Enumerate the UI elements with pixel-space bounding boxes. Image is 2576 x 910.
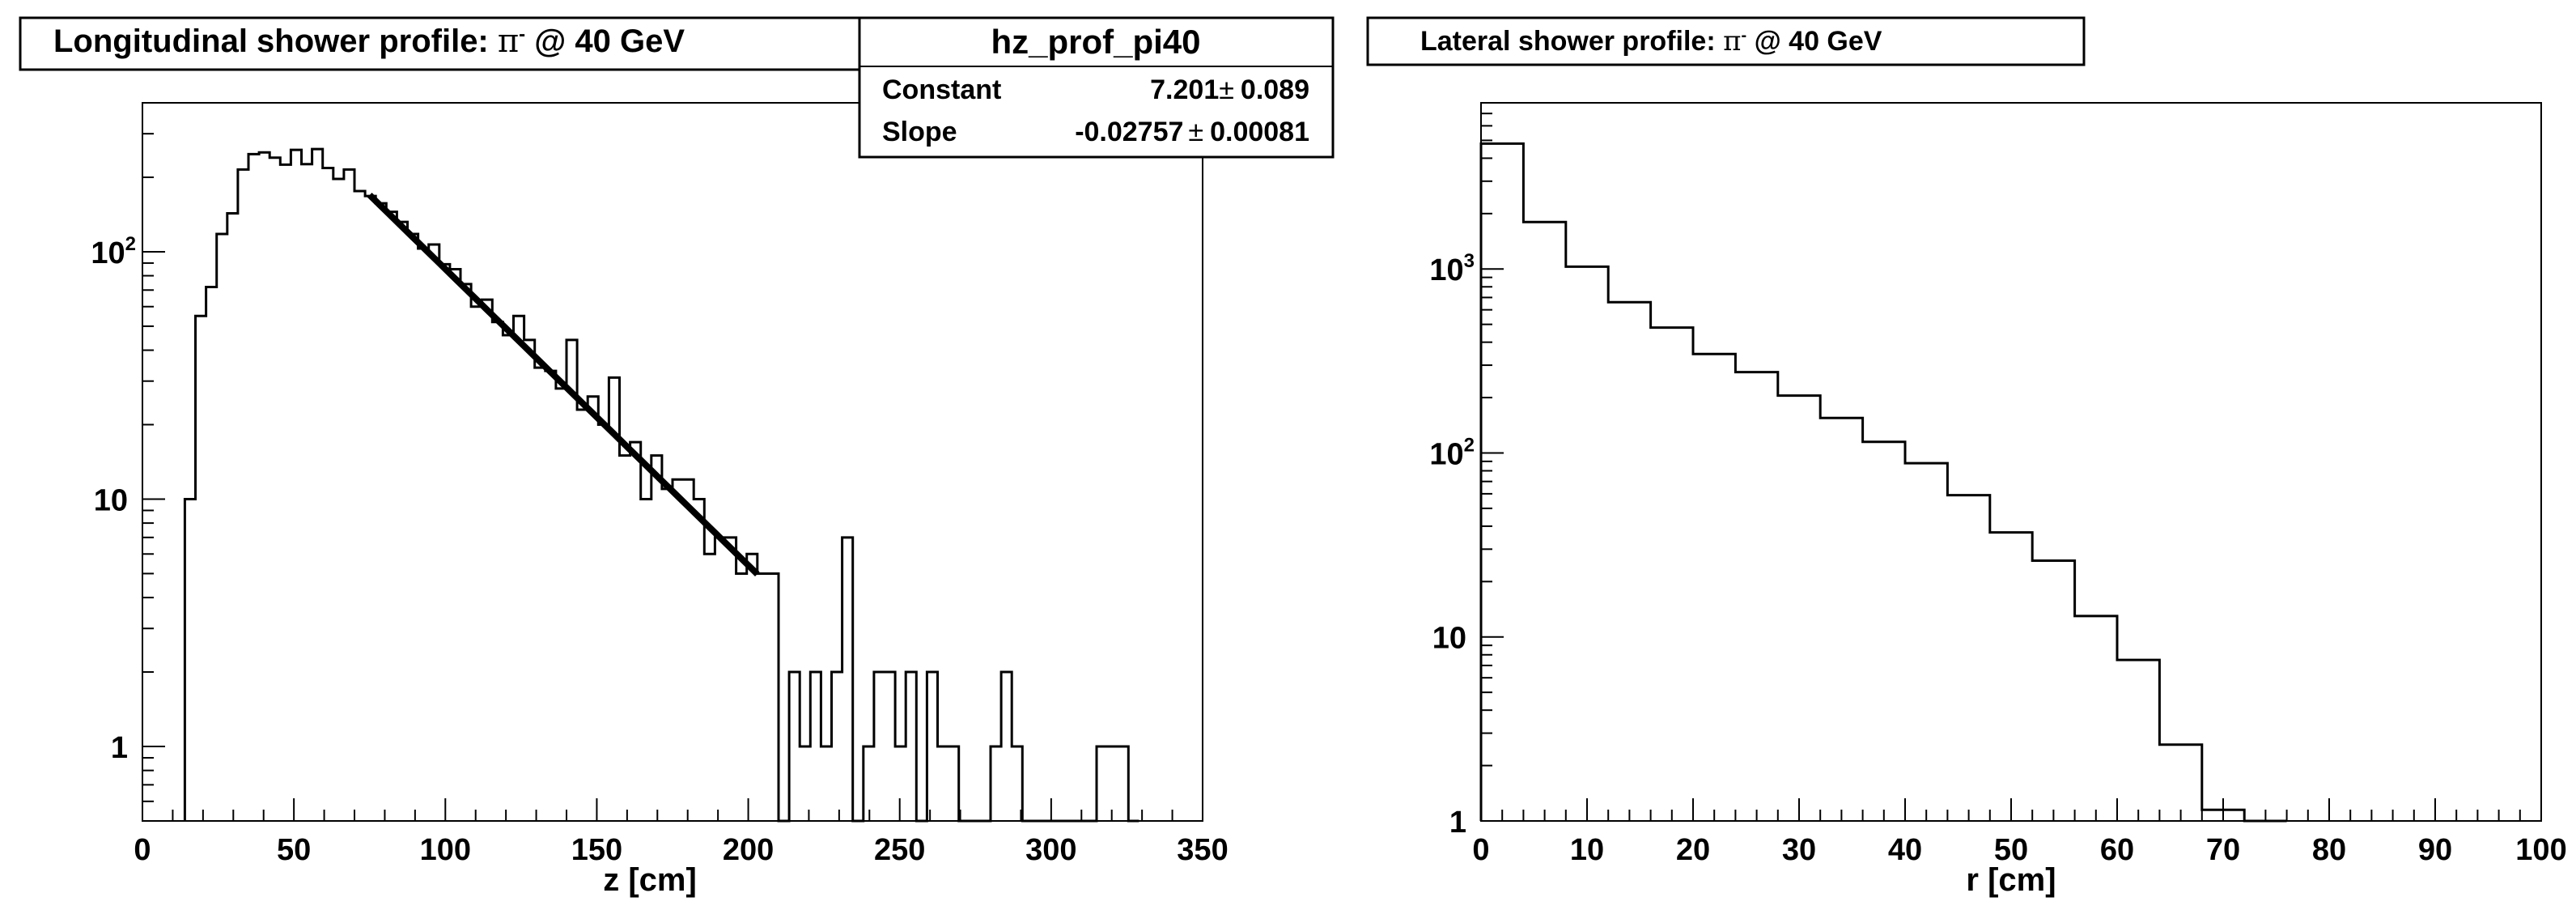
right-x-tick-label: 40 [1888,833,1922,867]
right-x-tick-label: 90 [2418,833,2452,867]
fit-stats-box: hz_prof_pi40 Constant 7.201± 0.089 Slope … [858,16,1335,159]
right-x-tick-label: 80 [2312,833,2346,867]
left-x-tick-labels: 0 50 100 150 200 250 300 350 [134,833,1228,867]
stats-row-slope-label: Slope [882,117,957,147]
right-plot-frame [1480,102,2542,822]
left-y-tick-label: 102 [91,233,136,270]
left-x-tick-label: 0 [134,833,151,867]
lateral-profile-panel: Lateral shower profile: π- @ 40 GeV 0 10 2… [1366,16,2567,898]
left-histogram-line [183,147,1139,823]
left-x-tick-label: 50 [277,833,311,867]
right-y-tick-label: 1 [1449,806,1466,840]
left-x-tick-label: 100 [420,833,471,867]
right-chart-title: Lateral shower profile: π- @ 40 GeV [1420,25,1882,57]
left-x-axis-label: z [cm] [603,862,697,898]
right-y-tick-label: 102 [1429,434,1475,471]
stats-row-constant-value: 7.201± 0.089 [1150,74,1309,105]
right-x-tick-label: 70 [2206,833,2240,867]
right-x-tick-label: 100 [2515,833,2566,867]
left-plot-frame [142,102,1203,822]
left-x-tick-label: 350 [1177,833,1228,867]
longitudinal-profile-panel: Longitudinal shower profile: π- @ 40 GeV… [19,16,1335,898]
left-exponential-fit-line [367,193,760,577]
left-y-tick-labels: 1 10 102 [91,233,136,765]
right-x-tick-label: 60 [2100,833,2134,867]
left-y-tick-label: 1 [111,731,128,765]
right-axis-ticks [1480,102,2542,822]
right-x-axis-label: r [cm] [1966,862,2056,898]
stats-row-constant-label: Constant [882,74,1001,105]
right-x-tick-label: 10 [1570,833,1604,867]
right-x-tick-label: 50 [1994,833,2028,867]
stats-box-title: hz_prof_pi40 [991,23,1200,61]
right-y-tick-labels: 1 10 102 103 [1429,250,1475,840]
stats-row-slope-value: -0.02757 ±0.00081 [1075,117,1309,147]
left-axis-ticks [142,102,1203,822]
right-x-tick-labels: 0 10 20 30 40 50 60 70 80 90 100 [1472,833,2566,867]
left-x-tick-label: 250 [874,833,925,867]
right-y-tick-label: 103 [1429,250,1475,287]
right-x-tick-label: 0 [1472,833,1489,867]
right-x-tick-label: 20 [1676,833,1710,867]
right-x-tick-label: 30 [1782,833,1816,867]
right-histogram-line [1479,142,2287,823]
left-chart-title: Longitudinal shower profile: π- @ 40 GeV [53,23,685,60]
left-y-tick-label: 10 [94,483,128,517]
left-x-tick-label: 300 [1025,833,1076,867]
right-y-tick-label: 10 [1432,622,1466,656]
left-title-box [19,16,868,71]
left-x-tick-label: 200 [723,833,774,867]
left-x-tick-label: 150 [571,833,622,867]
right-title-box [1366,16,2086,66]
